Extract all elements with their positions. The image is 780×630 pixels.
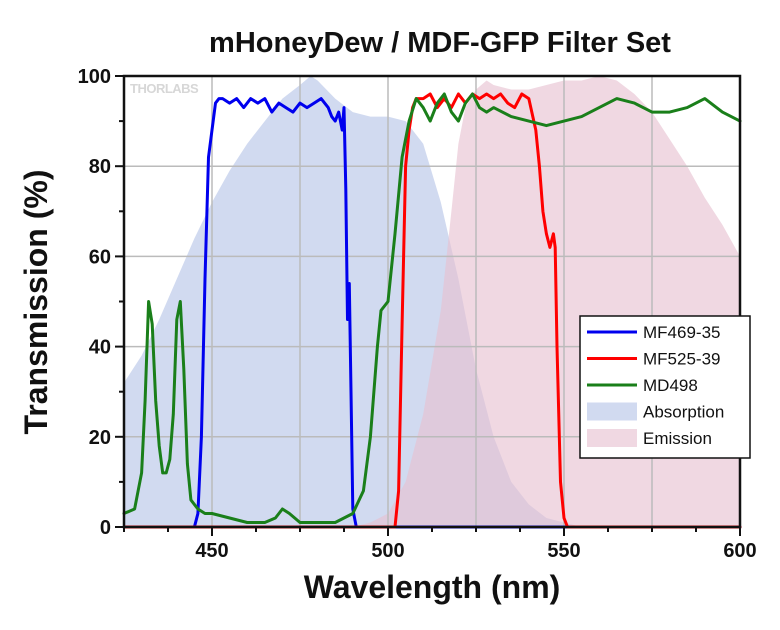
y-tick-label: 20 [89, 427, 111, 449]
x-axis-label: Wavelength (nm) [304, 569, 561, 605]
x-tick-label: 500 [371, 540, 404, 562]
legend-label-md498: MD498 [643, 376, 698, 395]
line-md498 [122, 92, 742, 524]
legend-swatch-absorption [587, 402, 637, 421]
legend-label-mf469-35: MF469-35 [643, 323, 720, 342]
legend-label-absorption: Absorption [643, 403, 724, 422]
line-series [122, 92, 742, 529]
y-tick-label: 0 [100, 517, 111, 539]
chart-title: mHoneyDew / MDF-GFP Filter Set [209, 27, 671, 59]
x-tick-label: 450 [195, 540, 228, 562]
x-tick-label: 600 [723, 540, 756, 562]
tick-labels: 450 500 550 600 0 20 40 60 80 100 [78, 66, 757, 562]
line-mf469-35 [122, 97, 742, 529]
y-tick-label: 60 [89, 246, 111, 268]
x-tick-label: 550 [547, 540, 580, 562]
legend: MF469-35 MF525-39 MD498 Absorption Emission [579, 315, 751, 459]
axis-ticks [115, 75, 741, 536]
legend-label-mf525-39: MF525-39 [643, 350, 720, 369]
watermark: THORLABS [130, 81, 199, 96]
legend-label-emission: Emission [643, 429, 712, 448]
y-tick-label: 80 [89, 156, 111, 178]
legend-swatch-emission [587, 429, 637, 447]
y-tick-label: 100 [78, 66, 111, 88]
y-axis-label: Transmission (%) [18, 170, 54, 435]
y-tick-label: 40 [89, 337, 111, 359]
